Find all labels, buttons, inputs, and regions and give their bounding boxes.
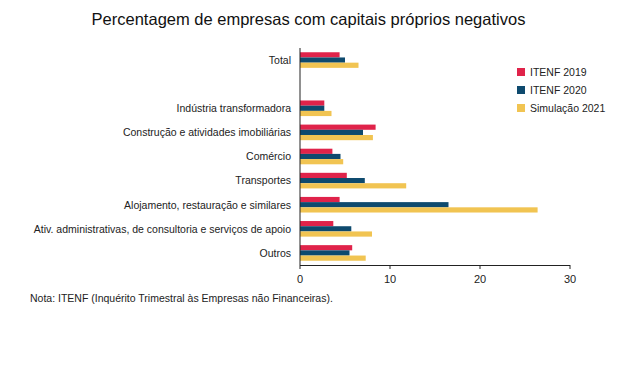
bar [300,63,359,68]
x-tick-label: 30 [564,273,576,285]
x-axis-line [300,265,570,266]
bar [300,149,332,154]
bar [300,135,373,140]
legend: ITENF 2019 ITENF 2020 Simulação 2021 [517,66,605,114]
title: Percentagem de empresas com capitais pró… [92,10,526,28]
bar [300,159,343,164]
bar [300,226,351,231]
x-tick-label: 10 [384,273,396,285]
category-label: Ativ. administrativas, de consultoria e … [34,223,291,235]
bar [300,130,363,135]
category-label: Total [269,54,291,66]
category-label: Alojamento, restauração e similares [124,199,291,211]
x-tick [390,265,391,269]
bar [300,231,372,236]
x-tick-label: 0 [297,273,303,285]
category-label: Construção e atividades imobiliárias [123,126,291,138]
bar [300,111,332,116]
bar [300,197,340,202]
legend-label: Simulação 2021 [530,102,605,114]
chart-container: Percentagem de empresas com capitais pró… [0,0,617,369]
legend-swatch [517,68,525,76]
bar [300,106,324,111]
category-label: Comércio [246,150,291,162]
legend-swatch [517,104,525,112]
legend-label: ITENF 2019 [530,66,587,78]
category-label: Transportes [235,174,291,186]
bar [300,154,341,159]
category-label: Outros [259,247,291,259]
bar [300,207,538,212]
bar [300,202,449,207]
bar [300,125,376,130]
bar [300,183,406,188]
bar [300,100,324,105]
bar [300,173,347,178]
legend-label: ITENF 2020 [530,84,587,96]
bar [300,57,345,62]
x-tick [480,265,481,269]
category-label: Indústria transformadora [177,102,292,114]
x-tick [570,265,571,269]
bar [300,52,340,57]
y-axis-line [300,48,301,265]
bar [300,221,333,226]
bar [300,256,366,261]
bar [300,245,352,250]
legend-swatch [517,86,525,94]
bars [300,52,538,260]
x-tick [300,265,301,269]
bar [300,178,365,183]
note: Nota: ITENF (Inquérito Trimestral às Emp… [30,292,333,304]
bar [300,250,350,255]
x-tick-label: 20 [474,273,486,285]
chart-svg: Percentagem de empresas com capitais pró… [0,0,617,369]
